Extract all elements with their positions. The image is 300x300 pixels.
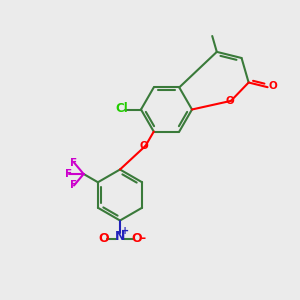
Text: O: O [131, 232, 142, 245]
Text: O: O [140, 142, 148, 152]
Text: O: O [226, 96, 234, 106]
Text: O: O [268, 81, 277, 91]
Text: F: F [65, 169, 72, 179]
Text: -: - [140, 232, 146, 245]
Text: O: O [98, 232, 109, 245]
Text: N: N [115, 230, 125, 244]
Text: F: F [70, 158, 77, 167]
Text: Cl: Cl [115, 101, 128, 115]
Text: +: + [121, 226, 130, 236]
Text: F: F [70, 181, 77, 190]
